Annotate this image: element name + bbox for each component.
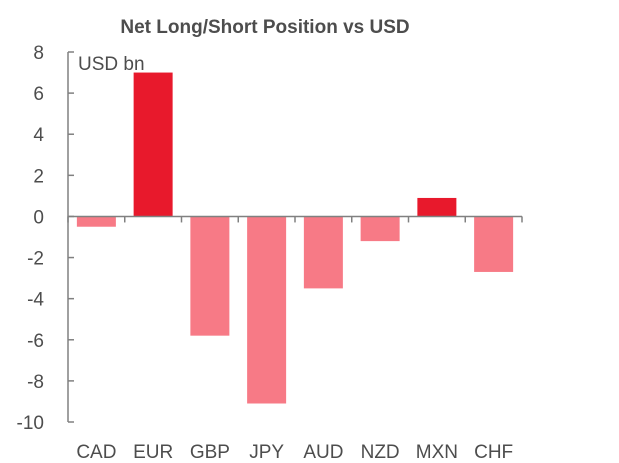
category-label-nzd: NZD bbox=[361, 442, 400, 463]
y-tick-label: -4 bbox=[27, 290, 44, 311]
chart-title: Net Long/Short Position vs USD bbox=[120, 17, 409, 38]
bar-nzd bbox=[360, 216, 400, 242]
bar-gbp bbox=[190, 216, 230, 336]
y-tick-label: -10 bbox=[17, 413, 44, 434]
y-tick-label: -6 bbox=[27, 331, 44, 352]
x-axis bbox=[67, 215, 523, 223]
category-label-mxn: MXN bbox=[416, 442, 458, 463]
bar-aud bbox=[303, 216, 343, 289]
bar-jpy bbox=[247, 216, 287, 404]
category-label-chf: CHF bbox=[474, 442, 513, 463]
category-label-gbp: GBP bbox=[190, 442, 230, 463]
bar-eur bbox=[133, 72, 173, 217]
y-unit-label: USD bn bbox=[78, 54, 145, 75]
y-tick-label: 6 bbox=[33, 84, 44, 105]
bar-chf bbox=[474, 216, 514, 272]
category-label-eur: EUR bbox=[133, 442, 173, 463]
bars-group bbox=[76, 72, 514, 404]
category-labels: CAD EUR GBP JPY AUD NZD MXN CHF bbox=[76, 442, 513, 463]
y-tick-label: 0 bbox=[33, 207, 44, 228]
bar-cad bbox=[76, 216, 116, 227]
y-tick-label: -2 bbox=[27, 249, 44, 270]
category-label-cad: CAD bbox=[76, 442, 116, 463]
y-tick-label: 2 bbox=[33, 166, 44, 187]
category-label-aud: AUD bbox=[303, 442, 343, 463]
y-tick-label: 8 bbox=[33, 43, 44, 64]
y-axis: 8 6 4 2 0 -2 -4 -6 -8 -10 bbox=[17, 43, 74, 434]
y-tick-label: 4 bbox=[33, 125, 44, 146]
bar-mxn bbox=[417, 197, 457, 217]
category-label-jpy: JPY bbox=[249, 442, 284, 463]
y-tick-label: -8 bbox=[27, 372, 44, 393]
